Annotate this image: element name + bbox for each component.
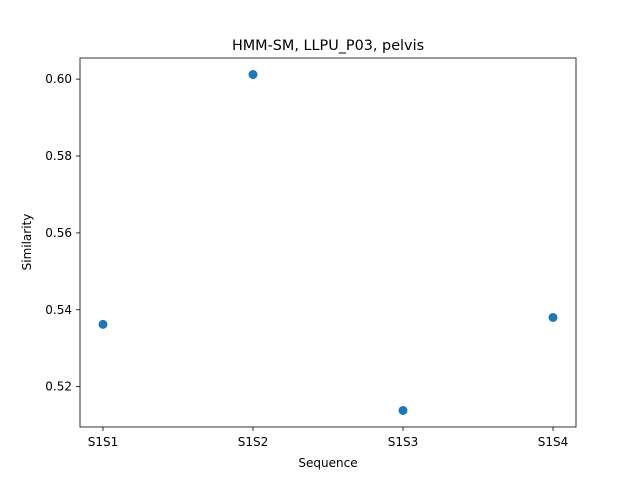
data-points (98, 70, 558, 415)
x-tick-label: S1S1 (88, 435, 119, 449)
data-point (398, 405, 408, 415)
y-tick-label: 0.60 (45, 72, 72, 86)
x-tick-label: S1S4 (538, 435, 569, 449)
y-tick-label: 0.54 (45, 303, 72, 317)
x-tick-label: S1S3 (388, 435, 419, 449)
y-axis-label: Similarity (20, 214, 34, 271)
chart-title: HMM-SM, LLPU_P03, pelvis (232, 38, 424, 54)
y-axis: 0.52 0.54 0.56 0.58 0.60 (45, 72, 80, 394)
data-point (548, 312, 558, 322)
data-point (248, 70, 258, 80)
x-tick-label: S1S2 (238, 435, 269, 449)
y-tick-label: 0.58 (45, 149, 72, 163)
x-axis: S1S1 S1S2 S1S3 S1S4 (88, 427, 569, 449)
plot-area (79, 57, 577, 428)
x-axis-label: Sequence (298, 456, 357, 470)
data-point (98, 319, 108, 329)
y-tick-label: 0.56 (45, 226, 72, 240)
y-tick-label: 0.52 (45, 380, 72, 394)
